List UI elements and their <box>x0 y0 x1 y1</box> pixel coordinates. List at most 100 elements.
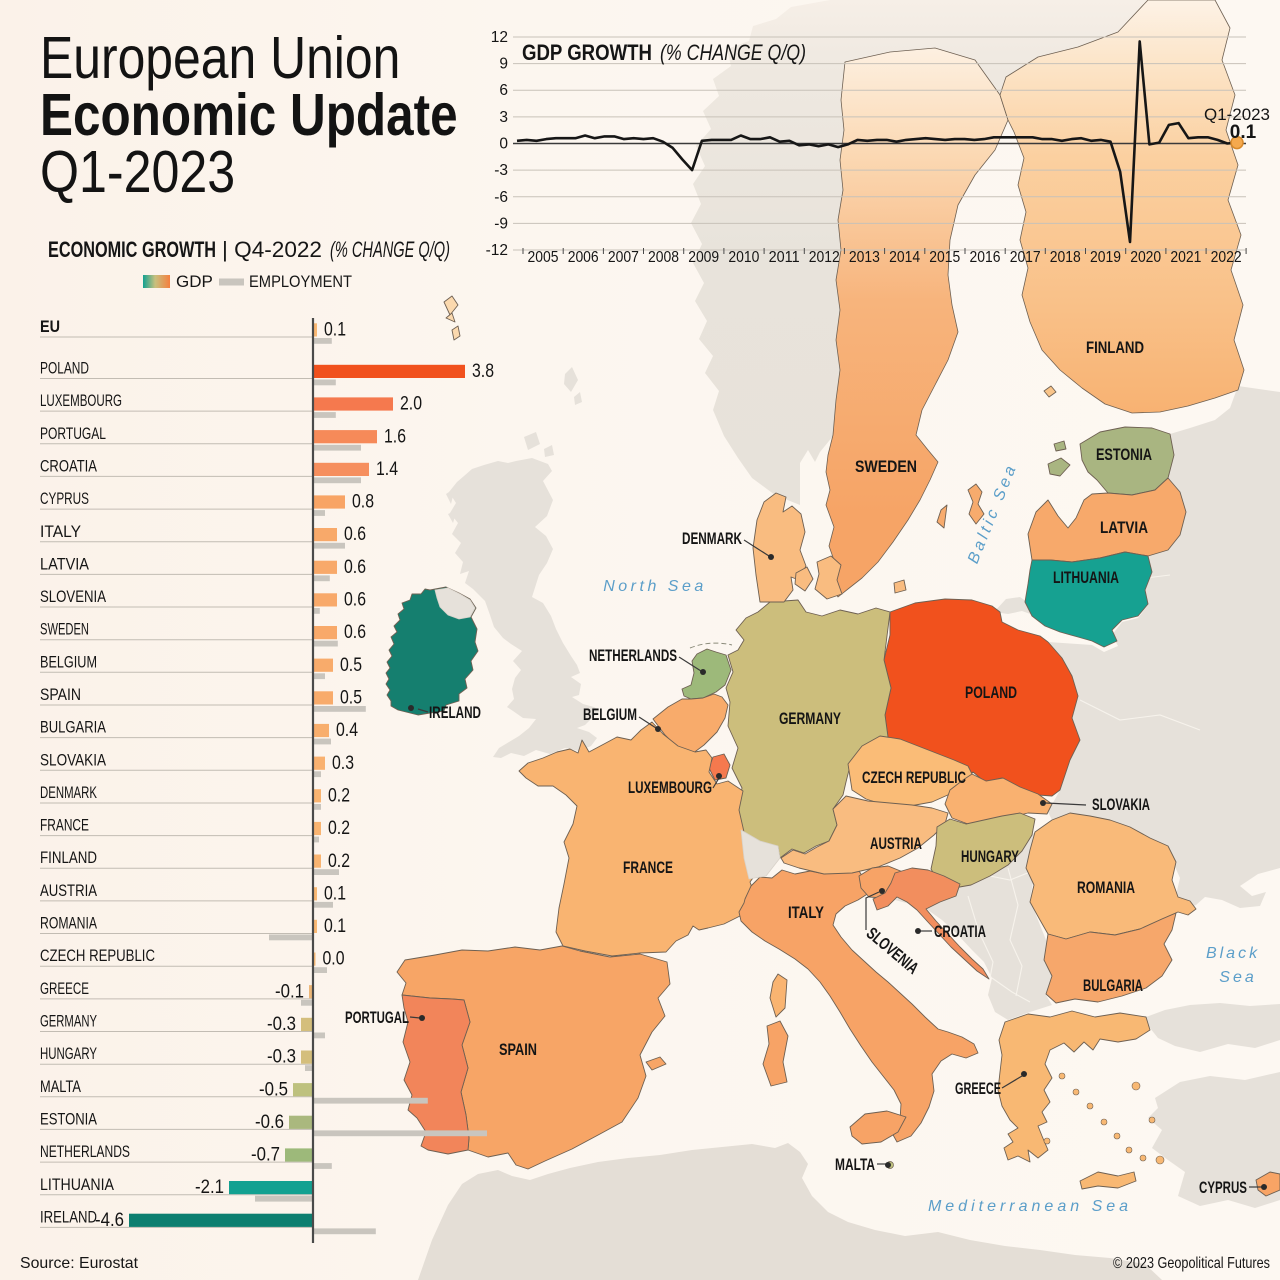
svg-text:2015: 2015 <box>929 249 960 266</box>
svg-text:0.2: 0.2 <box>328 818 350 839</box>
svg-text:CZECH REPUBLIC: CZECH REPUBLIC <box>40 946 155 965</box>
svg-text:12: 12 <box>491 29 508 46</box>
svg-text:MALTA: MALTA <box>40 1077 81 1096</box>
svg-text:2011: 2011 <box>769 249 800 266</box>
svg-text:IRELAND: IRELAND <box>40 1207 97 1226</box>
svg-text:PORTUGAL: PORTUGAL <box>345 1008 409 1027</box>
svg-text:-0.6: -0.6 <box>255 1112 284 1133</box>
svg-text:2007: 2007 <box>608 249 639 266</box>
svg-text:2014: 2014 <box>889 249 920 266</box>
svg-text:2018: 2018 <box>1050 249 1081 266</box>
svg-text:2010: 2010 <box>728 249 759 266</box>
svg-text:BELGIUM: BELGIUM <box>583 705 637 724</box>
svg-text:POLAND: POLAND <box>965 683 1017 702</box>
svg-text:Source: Eurostat: Source: Eurostat <box>20 1255 139 1272</box>
svg-text:0.1: 0.1 <box>324 916 346 937</box>
svg-text:-0.3: -0.3 <box>267 1047 296 1068</box>
svg-text:-6: -6 <box>494 189 508 206</box>
svg-text:DENMARK: DENMARK <box>682 529 742 548</box>
svg-text:CROATIA: CROATIA <box>40 456 97 475</box>
svg-text:North Sea: North Sea <box>603 578 707 595</box>
svg-text:CYPRUS: CYPRUS <box>1199 1178 1247 1197</box>
svg-text:ITALY: ITALY <box>788 903 825 922</box>
svg-text:GDP GROWTH: GDP GROWTH <box>522 40 652 65</box>
svg-text:3.8: 3.8 <box>472 361 494 382</box>
svg-text:ITALY: ITALY <box>40 522 81 541</box>
svg-text:CROATIA: CROATIA <box>934 922 986 941</box>
svg-text:SLOVAKIA: SLOVAKIA <box>40 750 107 769</box>
svg-text:0.8: 0.8 <box>352 492 374 513</box>
svg-text:0.0: 0.0 <box>323 949 345 970</box>
svg-text:SWEDEN: SWEDEN <box>40 620 89 639</box>
svg-text:FRANCE: FRANCE <box>40 816 89 835</box>
svg-text:LATVIA: LATVIA <box>1100 518 1148 537</box>
svg-text:BULGARIA: BULGARIA <box>1083 976 1143 995</box>
svg-text:NETHERLANDS: NETHERLANDS <box>589 646 677 665</box>
svg-text:FINLAND: FINLAND <box>1086 338 1144 357</box>
svg-text:AUSTRIA: AUSTRIA <box>870 834 922 853</box>
svg-text:FRANCE: FRANCE <box>623 858 673 877</box>
svg-text:0: 0 <box>499 136 508 153</box>
svg-text:2019: 2019 <box>1090 249 1121 266</box>
svg-text:0.6: 0.6 <box>344 622 366 643</box>
svg-text:HUNGARY: HUNGARY <box>40 1044 97 1063</box>
svg-text:PORTUGAL: PORTUGAL <box>40 424 106 443</box>
svg-text:-0.5: -0.5 <box>259 1079 288 1100</box>
svg-text:2.0: 2.0 <box>400 394 422 415</box>
svg-text:-2.1: -2.1 <box>195 1177 224 1198</box>
svg-text:-0.3: -0.3 <box>267 1014 296 1035</box>
svg-text:POLAND: POLAND <box>40 359 89 378</box>
svg-text:LITHUANIA: LITHUANIA <box>40 1175 115 1194</box>
svg-text:0.2: 0.2 <box>328 851 350 872</box>
svg-text:2009: 2009 <box>688 249 719 266</box>
svg-text:GERMANY: GERMANY <box>40 1012 97 1031</box>
svg-text:(% CHANGE Q/Q): (% CHANGE Q/Q) <box>660 40 806 65</box>
svg-text:2006: 2006 <box>568 249 599 266</box>
svg-text:DENMARK: DENMARK <box>40 783 97 802</box>
svg-text:(% CHANGE Q/Q): (% CHANGE Q/Q) <box>330 237 450 262</box>
svg-text:EMPLOYMENT: EMPLOYMENT <box>249 272 352 291</box>
svg-text:0.6: 0.6 <box>344 590 366 611</box>
svg-text:0.1: 0.1 <box>1230 122 1257 143</box>
svg-text:SPAIN: SPAIN <box>499 1040 537 1059</box>
svg-text:CZECH REPUBLIC: CZECH REPUBLIC <box>862 768 966 787</box>
svg-text:0.5: 0.5 <box>340 655 362 676</box>
svg-text:CYPRUS: CYPRUS <box>40 489 89 508</box>
svg-text:2020: 2020 <box>1130 249 1161 266</box>
svg-text:BULGARIA: BULGARIA <box>40 718 106 737</box>
svg-text:1.6: 1.6 <box>384 426 406 447</box>
svg-text:0.5: 0.5 <box>340 688 362 709</box>
svg-text:-4.6: -4.6 <box>95 1210 124 1231</box>
svg-text:0.6: 0.6 <box>344 524 366 545</box>
svg-text:9: 9 <box>499 56 508 73</box>
svg-text:SPAIN: SPAIN <box>40 685 81 704</box>
svg-text:SLOVENIA: SLOVENIA <box>40 587 107 606</box>
svg-text:ESTONIA: ESTONIA <box>1096 445 1152 464</box>
svg-text:2012: 2012 <box>809 249 840 266</box>
svg-text:EU: EU <box>40 317 60 336</box>
svg-text:2016: 2016 <box>970 249 1001 266</box>
svg-text:LUXEMBOURG: LUXEMBOURG <box>40 391 122 410</box>
svg-text:0.1: 0.1 <box>324 883 346 904</box>
svg-text:FINLAND: FINLAND <box>40 848 97 867</box>
svg-text:LITHUANIA: LITHUANIA <box>1053 568 1119 587</box>
svg-text:2017: 2017 <box>1010 249 1041 266</box>
svg-text:2021: 2021 <box>1170 249 1201 266</box>
svg-text:BELGIUM: BELGIUM <box>40 652 97 671</box>
svg-text:IRELAND: IRELAND <box>429 703 481 722</box>
svg-text:MALTA: MALTA <box>835 1155 875 1174</box>
svg-text:2022: 2022 <box>1211 249 1242 266</box>
svg-text:Mediterranean Sea: Mediterranean Sea <box>928 1198 1132 1215</box>
svg-text:HUNGARY: HUNGARY <box>961 847 1019 866</box>
svg-text:GDP: GDP <box>176 272 213 291</box>
svg-text:ESTONIA: ESTONIA <box>40 1109 97 1128</box>
svg-text:-12: -12 <box>486 242 508 259</box>
svg-text:ECONOMIC GROWTH: ECONOMIC GROWTH <box>48 237 216 262</box>
svg-text:2013: 2013 <box>849 249 880 266</box>
svg-text:-0.7: -0.7 <box>251 1145 280 1166</box>
svg-text:0.2: 0.2 <box>328 786 350 807</box>
svg-text:| Q4-2022: | Q4-2022 <box>222 237 322 262</box>
svg-text:SLOVAKIA: SLOVAKIA <box>1092 795 1150 814</box>
svg-text:ROMANIA: ROMANIA <box>1077 878 1135 897</box>
svg-text:Q1-2023: Q1-2023 <box>1204 105 1270 124</box>
